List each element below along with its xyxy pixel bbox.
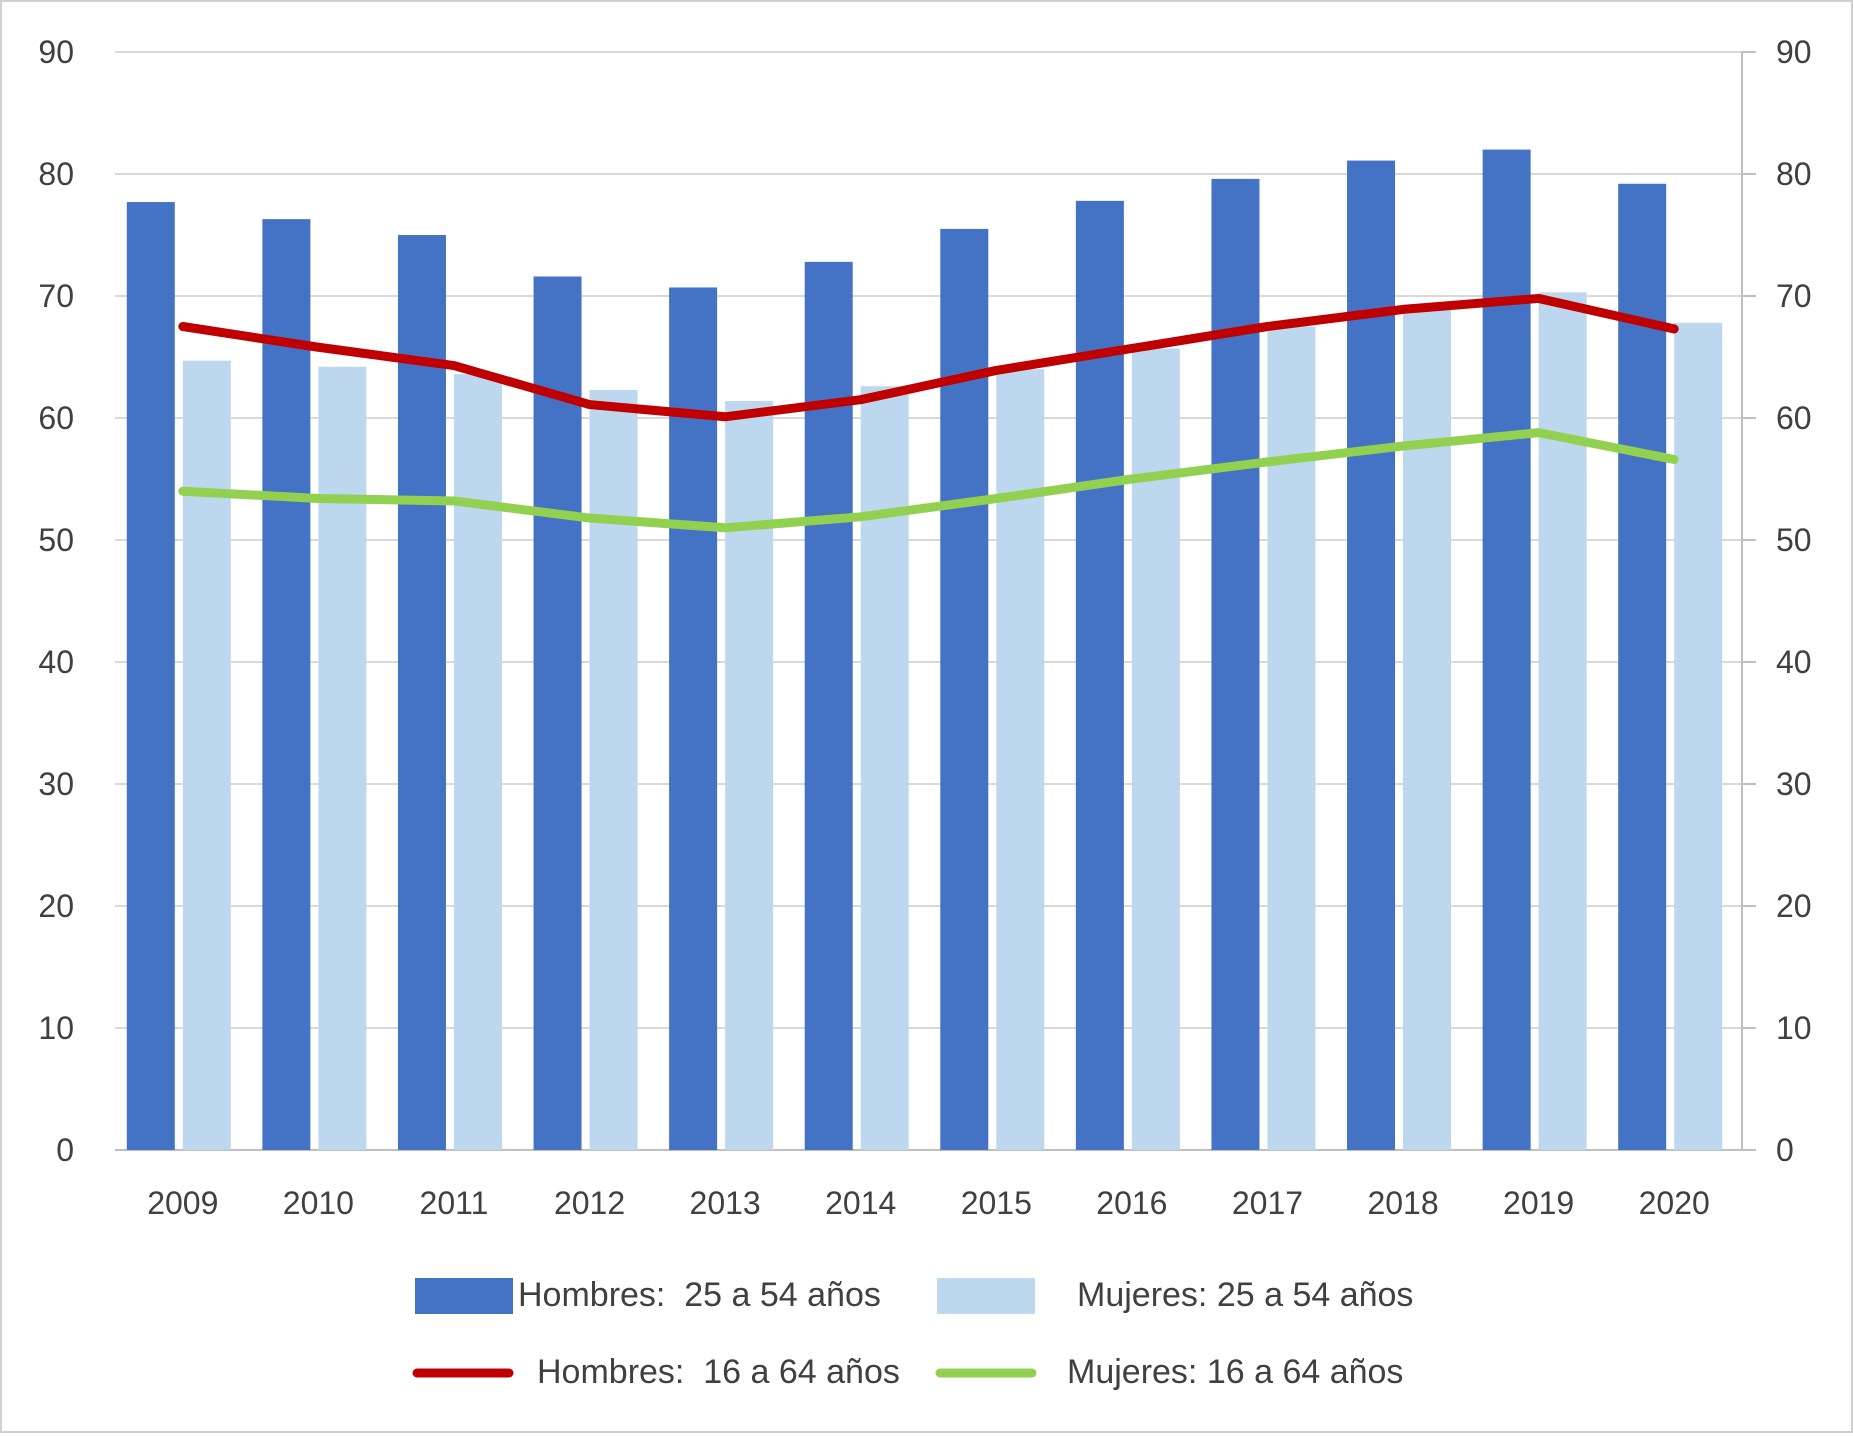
bar-mujeres-25-54-2019 xyxy=(1538,292,1587,1151)
bar-hombres-25-54-2015 xyxy=(940,228,989,1150)
x-tick-label: 2019 xyxy=(1503,1185,1574,1221)
y-tick-label-right: 50 xyxy=(1776,522,1812,558)
legend-hombres-16-64-label: Hombres: 16 a 64 años xyxy=(537,1353,900,1391)
bar-hombres-25-54-2012 xyxy=(533,276,582,1151)
bar-mujeres-25-54-2015 xyxy=(996,369,1045,1150)
y-tick-label-left: 0 xyxy=(56,1132,74,1168)
bar-hombres-25-54-2017 xyxy=(1211,178,1260,1150)
line-mujeres-16-64 xyxy=(178,428,1679,533)
x-tick-label: 2016 xyxy=(1096,1185,1167,1221)
bar-mujeres-25-54-2020 xyxy=(1674,322,1723,1151)
bar-mujeres-25-54-2017 xyxy=(1267,326,1316,1150)
bar-mujeres-25-54-2011 xyxy=(453,374,502,1151)
bar-mujeres-25-54-2009 xyxy=(182,360,231,1150)
x-tick-label: 2013 xyxy=(690,1185,761,1221)
bar-mujeres-25-54-2010 xyxy=(318,366,367,1150)
y-tick-label-right: 20 xyxy=(1776,888,1812,924)
bar-hombres-25-54-2011 xyxy=(397,235,446,1150)
y-tick-label-left: 30 xyxy=(38,766,74,802)
gridlines xyxy=(115,51,1742,1029)
bar-mujeres-25-54-2013 xyxy=(725,400,774,1150)
legend: Hombres: 25 a 54 años Mujeres: 25 a 54 añ… xyxy=(412,1276,1413,1391)
line-hombres-16-64 xyxy=(178,293,1679,422)
x-tick-label: 2011 xyxy=(420,1185,489,1221)
y-tick-label-left: 50 xyxy=(38,522,74,558)
y-tick-label-right: 60 xyxy=(1776,400,1812,436)
legend-mujeres-16-64-label: Mujeres: 16 a 64 años xyxy=(1067,1353,1403,1391)
bar-hombres-25-54-2016 xyxy=(1075,200,1124,1151)
bar-mujeres-25-54-2014 xyxy=(860,386,909,1150)
lines xyxy=(178,293,1679,533)
y-tick-label-left: 80 xyxy=(38,156,74,192)
y-tick-label-left: 20 xyxy=(38,888,74,924)
bar-hombres-25-54-2009 xyxy=(126,202,175,1150)
y-tick-label-right: 40 xyxy=(1776,644,1812,680)
y-tick-label-left: 90 xyxy=(38,34,74,70)
y-tick-label-right: 80 xyxy=(1776,156,1812,192)
y-tick-label-right: 0 xyxy=(1776,1132,1794,1168)
bar-hombres-25-54-2018 xyxy=(1347,160,1396,1150)
y-tick-label-right: 70 xyxy=(1776,278,1812,314)
x-tick-label: 2012 xyxy=(554,1185,625,1221)
y-tick-label-left: 10 xyxy=(38,1010,74,1046)
y-tick-label-right: 90 xyxy=(1776,34,1812,70)
x-tick-label: 2015 xyxy=(961,1185,1032,1221)
y-tick-label-right: 30 xyxy=(1776,766,1812,802)
y-tick-label-left: 70 xyxy=(38,278,74,314)
bar-mujeres-25-54-2018 xyxy=(1403,304,1452,1150)
bar-hombres-25-54-2020 xyxy=(1618,183,1667,1150)
bar-hombres-25-54-2010 xyxy=(262,219,311,1150)
bar-hombres-25-54-2019 xyxy=(1482,149,1531,1151)
axes xyxy=(115,51,1756,1151)
bar-hombres-25-54-2014 xyxy=(804,261,853,1151)
legend-hombres-25-54-swatch xyxy=(415,1278,513,1314)
x-tick-label: 2014 xyxy=(825,1185,896,1221)
y-tick-label-left: 40 xyxy=(38,644,74,680)
x-tick-label: 2010 xyxy=(283,1185,354,1221)
x-tick-label: 2009 xyxy=(147,1185,218,1221)
bar-mujeres-25-54-2012 xyxy=(589,389,638,1150)
x-tick-label: 2018 xyxy=(1367,1185,1438,1221)
y-tick-label-right: 10 xyxy=(1776,1010,1812,1046)
legend-mujeres-25-54-label: Mujeres: 25 a 54 años xyxy=(1077,1276,1413,1314)
bar-mujeres-25-54-2016 xyxy=(1131,348,1180,1151)
x-tick-label: 2017 xyxy=(1232,1185,1303,1221)
bar-hombres-25-54-2013 xyxy=(669,287,718,1151)
legend-hombres-25-54-label: Hombres: 25 a 54 años xyxy=(518,1276,881,1314)
legend-mujeres-25-54-swatch xyxy=(937,1278,1035,1314)
y-tick-label-left: 60 xyxy=(38,400,74,436)
x-tick-label: 2020 xyxy=(1639,1185,1710,1221)
